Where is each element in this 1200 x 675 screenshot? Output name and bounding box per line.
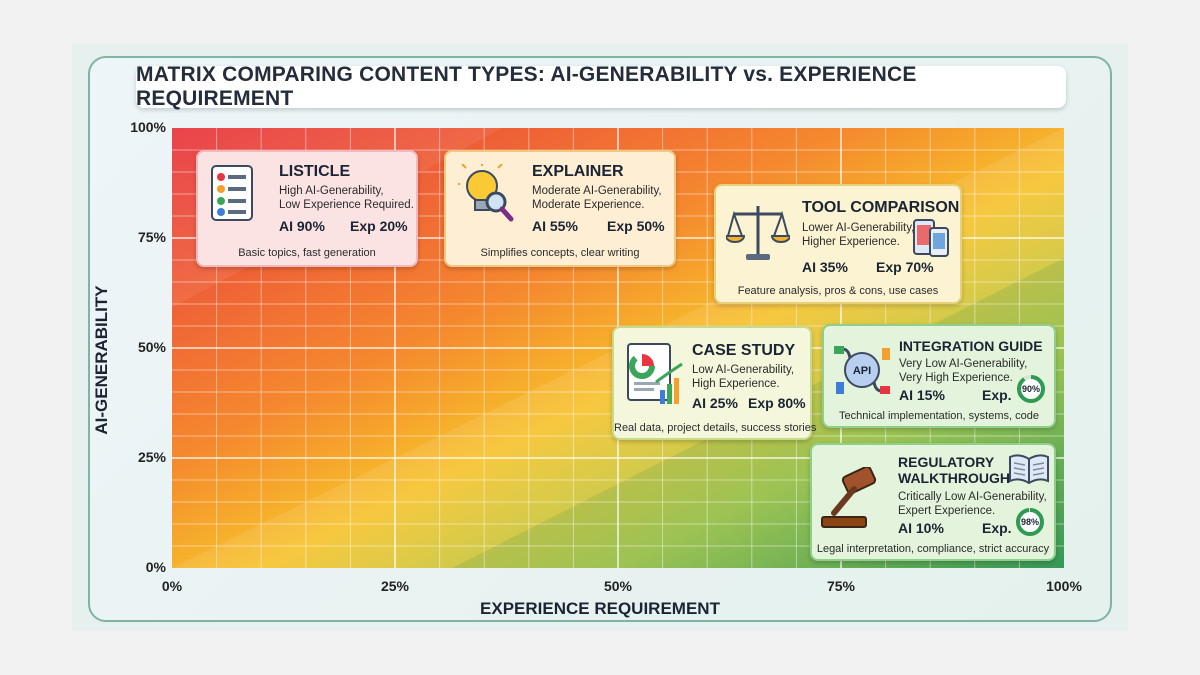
regulatory-ring-graphic bbox=[1016, 508, 1044, 536]
card-tool-comparison-note: Feature analysis, pros & cons, use cases bbox=[737, 285, 939, 297]
card-regulatory-walkthrough: REGULATORY WALKTHROUGH Critically Low AI… bbox=[810, 443, 1056, 561]
card-integration-guide: API INTEGRATION GUIDE Very Low AI-Genera… bbox=[822, 324, 1056, 428]
card-regulatory-desc-1: Critically Low AI-Generability, bbox=[898, 491, 1047, 503]
card-listicle-name: LISTICLE bbox=[279, 163, 351, 180]
y-tick-label: 0% bbox=[145, 559, 166, 575]
card-integration-guide-ai: AI 15% bbox=[899, 387, 945, 403]
card-listicle-desc-1: High AI-Generability, bbox=[279, 185, 384, 197]
x-tick-label: 25% bbox=[380, 578, 410, 594]
integration-ring-graphic bbox=[1017, 375, 1045, 403]
y-tick-label: 50% bbox=[137, 339, 166, 355]
x-tick-label: 100% bbox=[1046, 578, 1082, 594]
card-explainer-exp: Exp 50% bbox=[607, 218, 665, 234]
card-explainer: EXPLAINER Moderate AI-Generability, Mode… bbox=[444, 150, 676, 267]
chart-title: MATRIX COMPARING CONTENT TYPES: AI-GENER… bbox=[136, 63, 917, 110]
card-explainer-ai: AI 55% bbox=[532, 218, 578, 234]
card-tool-comparison-desc-1: Lower AI-Generability, bbox=[802, 222, 915, 234]
card-listicle: LISTICLE High AI-Generability, Low Exper… bbox=[196, 150, 418, 267]
card-tool-comparison-desc-2: Higher Experience. bbox=[802, 236, 900, 248]
card-case-study: CASE STUDY Low AI-Generability, High Exp… bbox=[612, 326, 817, 440]
balance-scale-icon bbox=[726, 206, 790, 260]
title-box: MATRIX COMPARING CONTENT TYPES: AI-GENER… bbox=[136, 63, 1066, 110]
card-listicle-exp: Exp 20% bbox=[350, 218, 408, 234]
card-tool-comparison-exp: Exp 70% bbox=[876, 259, 934, 275]
card-case-study-ai: AI 25% bbox=[692, 395, 738, 411]
devices-icon bbox=[913, 219, 949, 257]
y-tick-label: 100% bbox=[130, 119, 166, 135]
card-integration-guide-desc-2: Very High Experience. bbox=[899, 372, 1013, 384]
card-regulatory-exp: Exp. bbox=[982, 520, 1012, 536]
x-tick-label: 75% bbox=[826, 578, 856, 594]
checklist-icon bbox=[211, 165, 253, 221]
card-regulatory-name-1: REGULATORY bbox=[898, 454, 995, 470]
card-case-study-exp: Exp 80% bbox=[748, 395, 806, 411]
card-case-study-desc-2: High Experience. bbox=[692, 378, 780, 390]
card-integration-guide-note: Technical implementation, systems, code bbox=[839, 410, 1039, 422]
card-regulatory-desc-2: Expert Experience. bbox=[898, 505, 996, 517]
card-listicle-ai: AI 90% bbox=[279, 218, 325, 234]
y-axis-label: AI-GENERABILITY bbox=[92, 285, 111, 435]
card-explainer-desc-2: Moderate Experience. bbox=[532, 199, 645, 211]
card-regulatory-note: Legal interpretation, compliance, strict… bbox=[816, 543, 1050, 555]
open-book-icon bbox=[1009, 454, 1049, 485]
x-tick-label: 50% bbox=[603, 578, 633, 594]
integration-ring-label: 90% bbox=[1021, 384, 1040, 394]
card-listicle-desc-2: Low Experience Required. bbox=[279, 199, 414, 211]
card-regulatory-ai: AI 10% bbox=[898, 520, 944, 536]
card-explainer-name: EXPLAINER bbox=[532, 163, 624, 180]
card-regulatory-name-2: WALKTHROUGH bbox=[898, 470, 1010, 486]
card-listicle-note: Basic topics, fast generation bbox=[238, 247, 376, 259]
x-tick-label: 0% bbox=[161, 578, 183, 594]
regulatory-exp-ring: 98% bbox=[1015, 507, 1045, 537]
gavel-icon bbox=[821, 467, 877, 528]
card-case-study-desc-1: Low AI-Generability, bbox=[692, 364, 795, 376]
x-axis-label: EXPERIENCE REQUIREMENT bbox=[480, 599, 720, 618]
report-chart-icon bbox=[627, 343, 683, 404]
card-integration-guide-exp: Exp. bbox=[982, 387, 1012, 403]
card-tool-comparison: TOOL COMPARISON Lower AI-Generability, H… bbox=[714, 184, 962, 304]
lightbulb-magnifier-icon bbox=[458, 164, 514, 222]
y-tick-label: 25% bbox=[137, 449, 166, 465]
card-explainer-note: Simplifies concepts, clear writing bbox=[480, 247, 640, 259]
card-explainer-desc-1: Moderate AI-Generability, bbox=[532, 185, 662, 197]
card-tool-comparison-ai: AI 35% bbox=[802, 259, 848, 275]
card-case-study-note: Real data, project details, success stor… bbox=[614, 422, 817, 434]
svg-text:API: API bbox=[853, 365, 871, 377]
integration-exp-ring: 90% bbox=[1016, 374, 1046, 404]
card-integration-guide-desc-1: Very Low AI-Generability, bbox=[899, 358, 1028, 370]
card-integration-guide-name: INTEGRATION GUIDE bbox=[899, 338, 1043, 354]
card-case-study-name: CASE STUDY bbox=[692, 342, 796, 359]
y-tick-label: 75% bbox=[137, 229, 166, 245]
api-plug-icon: API bbox=[834, 346, 890, 394]
card-tool-comparison-name: TOOL COMPARISON bbox=[802, 199, 960, 216]
regulatory-ring-label: 98% bbox=[1020, 517, 1039, 527]
